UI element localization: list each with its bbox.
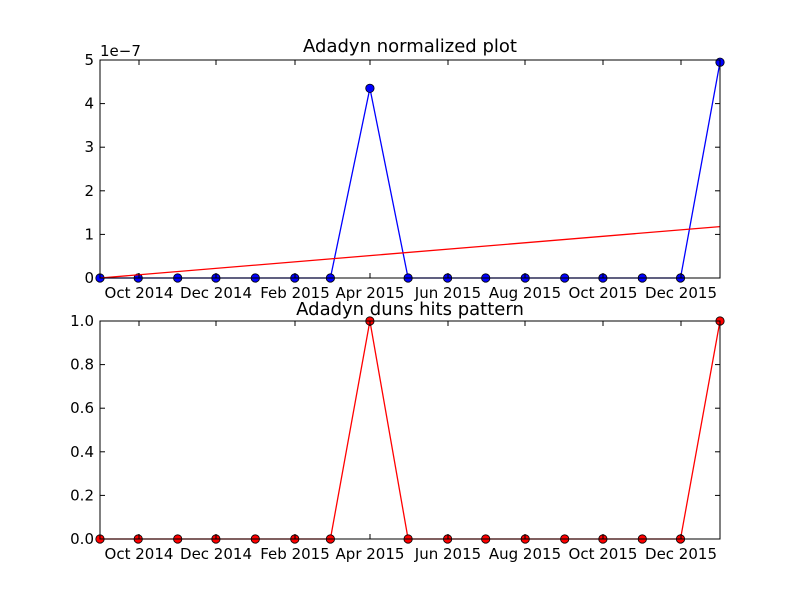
bottom-chart-frame: [99, 320, 721, 540]
top-y-tick-label: 0: [84, 269, 94, 287]
top-x-tick-label: Jun 2015: [414, 284, 481, 302]
top-series-0-point: [365, 83, 375, 93]
bottom-x-tick-label: Oct 2015: [569, 545, 638, 563]
top-x-tick-label: Feb 2015: [260, 284, 330, 302]
top-chart-offset-label: 1e−7: [100, 42, 141, 60]
top-x-tick-label: Dec 2014: [180, 284, 252, 302]
bottom-y-tick-label: 0.4: [70, 443, 94, 461]
top-y-tick-label: 4: [84, 95, 94, 113]
bottom-x-tick-label: Dec 2014: [180, 545, 252, 563]
bottom-y-tick-label: 0.0: [70, 530, 94, 548]
top-series-1-line: [99, 225, 721, 279]
top-chart-frame: [99, 59, 721, 279]
top-x-tick-label: Oct 2015: [569, 284, 638, 302]
bottom-y-tick-label: 0.2: [70, 486, 94, 504]
bottom-y-tick-label: 0.6: [70, 399, 94, 417]
top-chart-title: Adadyn normalized plot: [303, 36, 517, 57]
bottom-x-tick-label: Dec 2015: [645, 545, 717, 563]
top-y-tick-label: 1: [84, 225, 94, 243]
bottom-chart-ticks: 0.0 0.2 0.4 0.6 0.8 1.0 Oct 2014 Dec 2014 Feb 20…: [70, 312, 720, 563]
top-y-tick-label: 3: [84, 138, 94, 156]
top-x-tick-label: Dec 2015: [645, 284, 717, 302]
bottom-y-tick-label: 0.8: [70, 356, 94, 374]
top-chart-ticks: 0 1 2 3 4 5 Oct 2014 Dec 2014 Feb 2015 Apr 2015 Ju…: [84, 51, 720, 302]
bottom-y-tick-label: 1.0: [70, 312, 94, 330]
top-x-tick-label: Apr 2015: [336, 284, 405, 302]
bottom-chart-panel: Adadyn duns hits pattern 0.0 0.2 0.4 0.6 0.8…: [70, 299, 725, 563]
bottom-x-tick-label: Feb 2015: [260, 545, 330, 563]
bottom-x-tick-label: Aug 2015: [489, 545, 561, 563]
top-x-tick-label: Oct 2014: [105, 284, 174, 302]
bottom-x-tick-label: Oct 2014: [105, 545, 174, 563]
bottom-chart-title: Adadyn duns hits pattern: [296, 299, 524, 320]
top-y-tick-label: 5: [84, 51, 94, 69]
bottom-x-tick-label: Jun 2015: [414, 545, 481, 563]
top-chart-panel: Adadyn normalized plot 1e−7 0 1 2 3 4 5 Oct 20…: [84, 36, 725, 302]
top-y-tick-label: 2: [84, 182, 94, 200]
bottom-x-tick-label: Apr 2015: [336, 545, 405, 563]
top-x-tick-label: Aug 2015: [489, 284, 561, 302]
